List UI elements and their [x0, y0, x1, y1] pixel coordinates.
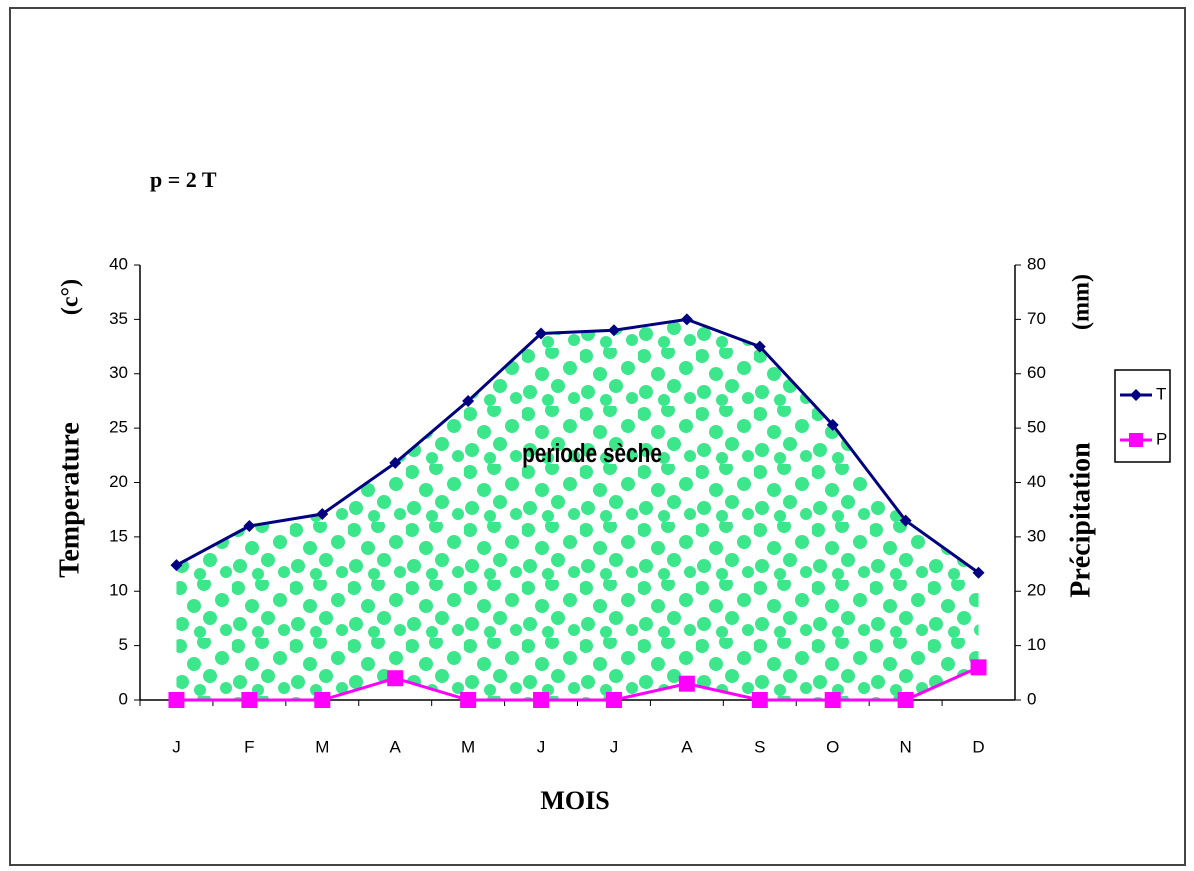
y2-axis-unit: (mm): [1069, 274, 1095, 330]
y2-tick-label: 40: [1027, 472, 1046, 491]
x-tick-label: D: [972, 737, 984, 756]
annotation: periode sèche: [522, 439, 662, 468]
x-tick-label: F: [244, 737, 254, 756]
y-tick-label: 35: [109, 309, 128, 328]
legend-marker: [1129, 433, 1143, 447]
x-tick-label: A: [681, 737, 693, 756]
y2-tick-label: 70: [1027, 309, 1046, 328]
x-axis-title: MOIS: [540, 786, 609, 815]
marker: [898, 692, 914, 708]
x-tick-label: M: [315, 737, 329, 756]
x-tick-label: S: [754, 737, 765, 756]
y-tick-label: 15: [109, 526, 128, 545]
marker: [460, 692, 476, 708]
marker: [241, 692, 257, 708]
y-tick-label: 30: [109, 363, 128, 382]
y2-tick-label: 30: [1027, 526, 1046, 545]
marker: [168, 692, 184, 708]
y-tick-label: 5: [119, 635, 128, 654]
marker: [533, 692, 549, 708]
x-tick-label: J: [172, 737, 181, 756]
dry-period-area: [176, 319, 978, 700]
marker: [679, 676, 695, 692]
marker: [971, 659, 987, 675]
x-tick-label: O: [826, 737, 839, 756]
x-tick-label: N: [899, 737, 911, 756]
marker: [752, 692, 768, 708]
marker: [825, 692, 841, 708]
y-tick-label: 20: [109, 472, 128, 491]
y2-axis-title: Précipitation: [1065, 442, 1096, 598]
y2-tick-label: 10: [1027, 635, 1046, 654]
y2-tick-label: 60: [1027, 363, 1046, 382]
y-tick-label: 10: [109, 581, 128, 600]
marker: [314, 692, 330, 708]
y-tick-label: 0: [119, 689, 128, 708]
y2-tick-label: 50: [1027, 418, 1046, 437]
marker: [606, 692, 622, 708]
legend-label: P: [1156, 429, 1167, 448]
marker: [387, 670, 403, 686]
x-tick-label: J: [610, 737, 619, 756]
y2-tick-label: 0: [1027, 689, 1036, 708]
x-tick-label: J: [537, 737, 546, 756]
legend-label: T: [1156, 384, 1166, 403]
y-tick-label: 40: [109, 254, 128, 273]
chart: p = 2 T periode sèche MOIS Temperature (…: [0, 0, 1194, 871]
x-tick-label: M: [461, 737, 475, 756]
y-tick-label: 25: [109, 418, 128, 437]
x-tick-label: A: [390, 737, 402, 756]
y2-tick-label: 80: [1027, 254, 1046, 273]
y2-tick-label: 20: [1027, 581, 1046, 600]
formula: p = 2 T: [150, 167, 217, 192]
y-axis-title: Temperature: [54, 422, 85, 578]
y-axis-unit: (c°): [58, 279, 84, 315]
